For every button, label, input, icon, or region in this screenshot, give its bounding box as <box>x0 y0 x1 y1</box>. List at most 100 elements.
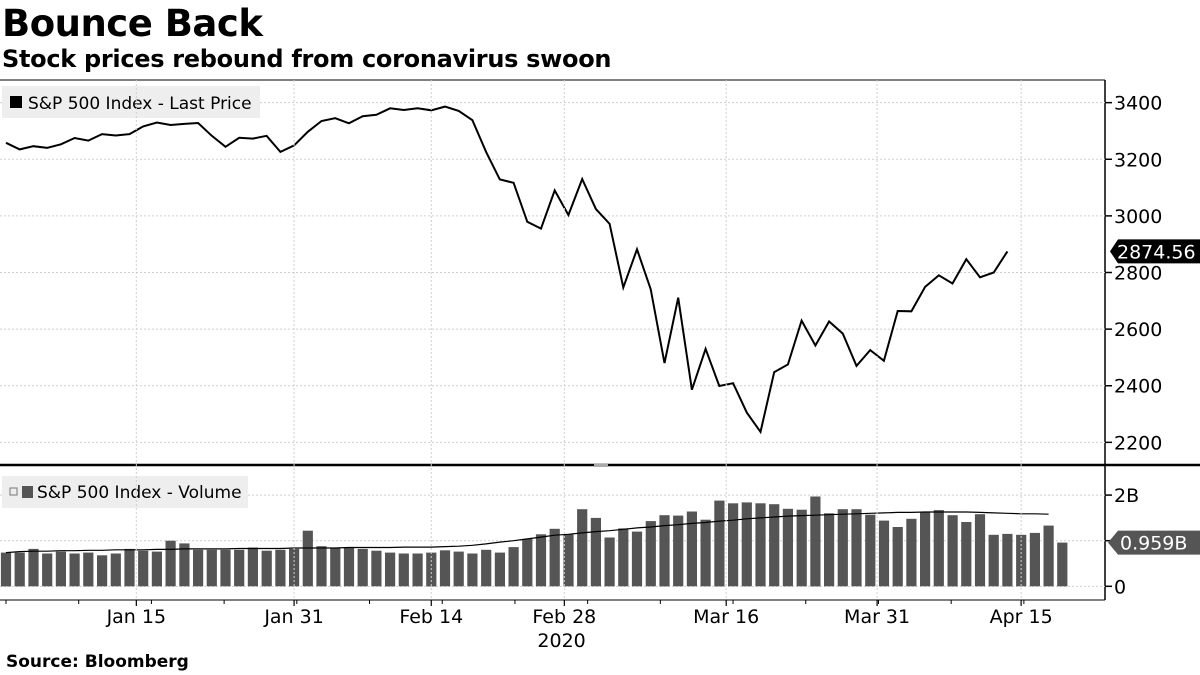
volume-bar <box>385 552 396 587</box>
volume-bar <box>179 543 190 587</box>
price-last-value: 2874.56 <box>1117 241 1196 263</box>
volume-bar <box>234 549 245 587</box>
volume-bar <box>522 538 533 587</box>
volume-bar <box>755 503 766 587</box>
volume-bar <box>563 534 574 587</box>
volume-bar <box>920 511 931 587</box>
volume-bar <box>1002 533 1013 587</box>
volume-bar <box>289 548 300 587</box>
volume-bar <box>247 547 258 587</box>
volume-bar <box>343 547 355 587</box>
chart-title: Bounce Back <box>2 2 263 45</box>
x-tick-label: Feb 14 <box>399 606 463 628</box>
volume-bar <box>878 520 890 587</box>
price-tick-label: 2600 <box>1114 319 1162 341</box>
volume-bar <box>371 550 382 587</box>
price-tick-label: 3000 <box>1114 206 1162 228</box>
volume-bar <box>55 551 66 587</box>
volume-bar <box>974 514 986 587</box>
volume-bar <box>577 509 588 587</box>
volume-bar <box>494 552 505 587</box>
volume-bar <box>824 513 835 587</box>
volume-bar <box>865 514 876 587</box>
price-legend: S&P 500 Index - Last Price <box>2 86 260 118</box>
volume-bar <box>439 550 451 587</box>
volume-bar <box>906 518 917 587</box>
volume-panel: 0 2B S&P 500 Index - Volume 0.959B <box>0 465 1200 601</box>
x-tick-label: Jan 15 <box>106 606 167 628</box>
price-tick-label: 2200 <box>1114 432 1162 454</box>
volume-bar <box>14 552 25 587</box>
price-tick-label: 3200 <box>1114 149 1162 171</box>
volume-bar <box>686 511 697 587</box>
volume-bar <box>275 549 286 587</box>
volume-bar <box>206 549 217 587</box>
volume-bar <box>714 500 725 587</box>
volume-bar <box>151 551 162 587</box>
volume-bar <box>837 509 848 587</box>
price-tick-label: 3400 <box>1114 93 1162 115</box>
volume-moving-average-line <box>5 511 1049 554</box>
volume-bar <box>1029 532 1040 587</box>
volume-bar <box>28 548 39 587</box>
volume-bar <box>193 549 204 587</box>
volume-bar <box>796 509 807 587</box>
chart-source: Source: Bloomberg <box>6 652 189 672</box>
volume-bar <box>398 553 409 587</box>
volume-bar <box>138 550 149 587</box>
volume-legend-label: S&P 500 Index - Volume <box>37 483 242 503</box>
x-year-label: 2020 <box>537 630 585 652</box>
volume-bar <box>69 553 80 587</box>
volume-bar <box>508 547 519 587</box>
volume-bar <box>316 546 327 587</box>
price-tick-label: 2800 <box>1114 263 1162 285</box>
volume-bar <box>1043 525 1054 587</box>
volume-bar <box>988 534 999 587</box>
volume-bar <box>220 549 231 587</box>
volume-bar <box>412 553 423 587</box>
volume-bar <box>892 527 903 587</box>
volume-bar <box>124 548 135 587</box>
volume-bar <box>851 509 862 587</box>
volume-bar <box>302 530 313 587</box>
x-tick-label: Jan 31 <box>263 606 324 628</box>
volume-bar <box>810 496 821 587</box>
volume-bar <box>645 521 656 587</box>
x-tick-label: Mar 16 <box>693 606 759 628</box>
volume-bar <box>728 503 739 587</box>
volume-bar <box>549 528 560 587</box>
volume-bar <box>769 504 780 587</box>
x-tick-label: Mar 31 <box>844 606 910 628</box>
volume-bar <box>618 528 629 587</box>
volume-tick-label: 2B <box>1114 485 1139 507</box>
volume-bar <box>782 508 793 587</box>
volume-bar <box>590 517 601 587</box>
price-tick-label: 2400 <box>1114 376 1162 398</box>
volume-bar <box>673 515 684 587</box>
volume-bar <box>165 540 176 587</box>
volume-bar <box>261 550 272 587</box>
volume-bar <box>42 553 53 587</box>
volume-bar <box>700 519 711 587</box>
volume-bar <box>961 522 972 587</box>
volume-bar <box>631 531 643 587</box>
volume-bar <box>467 553 478 587</box>
volume-bar <box>330 547 341 587</box>
volume-bar <box>481 549 492 587</box>
volume-bar <box>1057 542 1068 587</box>
price-panel: 2200 2400 2600 2800 3000 3200 3400 S&P 500 Ind… <box>0 79 1200 465</box>
volume-bar <box>83 552 94 587</box>
volume-last-marker: 0.959B <box>1108 530 1200 555</box>
volume-bar <box>741 502 752 587</box>
x-tick-label: Feb 28 <box>532 606 596 628</box>
x-tick-label: Apr 15 <box>990 606 1053 628</box>
volume-bar <box>453 551 464 587</box>
volume-bar <box>604 537 615 587</box>
price-last-marker: 2874.56 <box>1110 239 1200 264</box>
volume-bar <box>97 555 108 587</box>
price-series-line <box>5 105 1009 435</box>
volume-bar <box>357 548 368 587</box>
x-axis: Jan 15 Jan 31 Feb 14 Feb 28 Mar 16 Mar 31 Apr … <box>5 80 1053 652</box>
chart-subtitle: Stock prices rebound from coronavirus sw… <box>2 45 612 73</box>
